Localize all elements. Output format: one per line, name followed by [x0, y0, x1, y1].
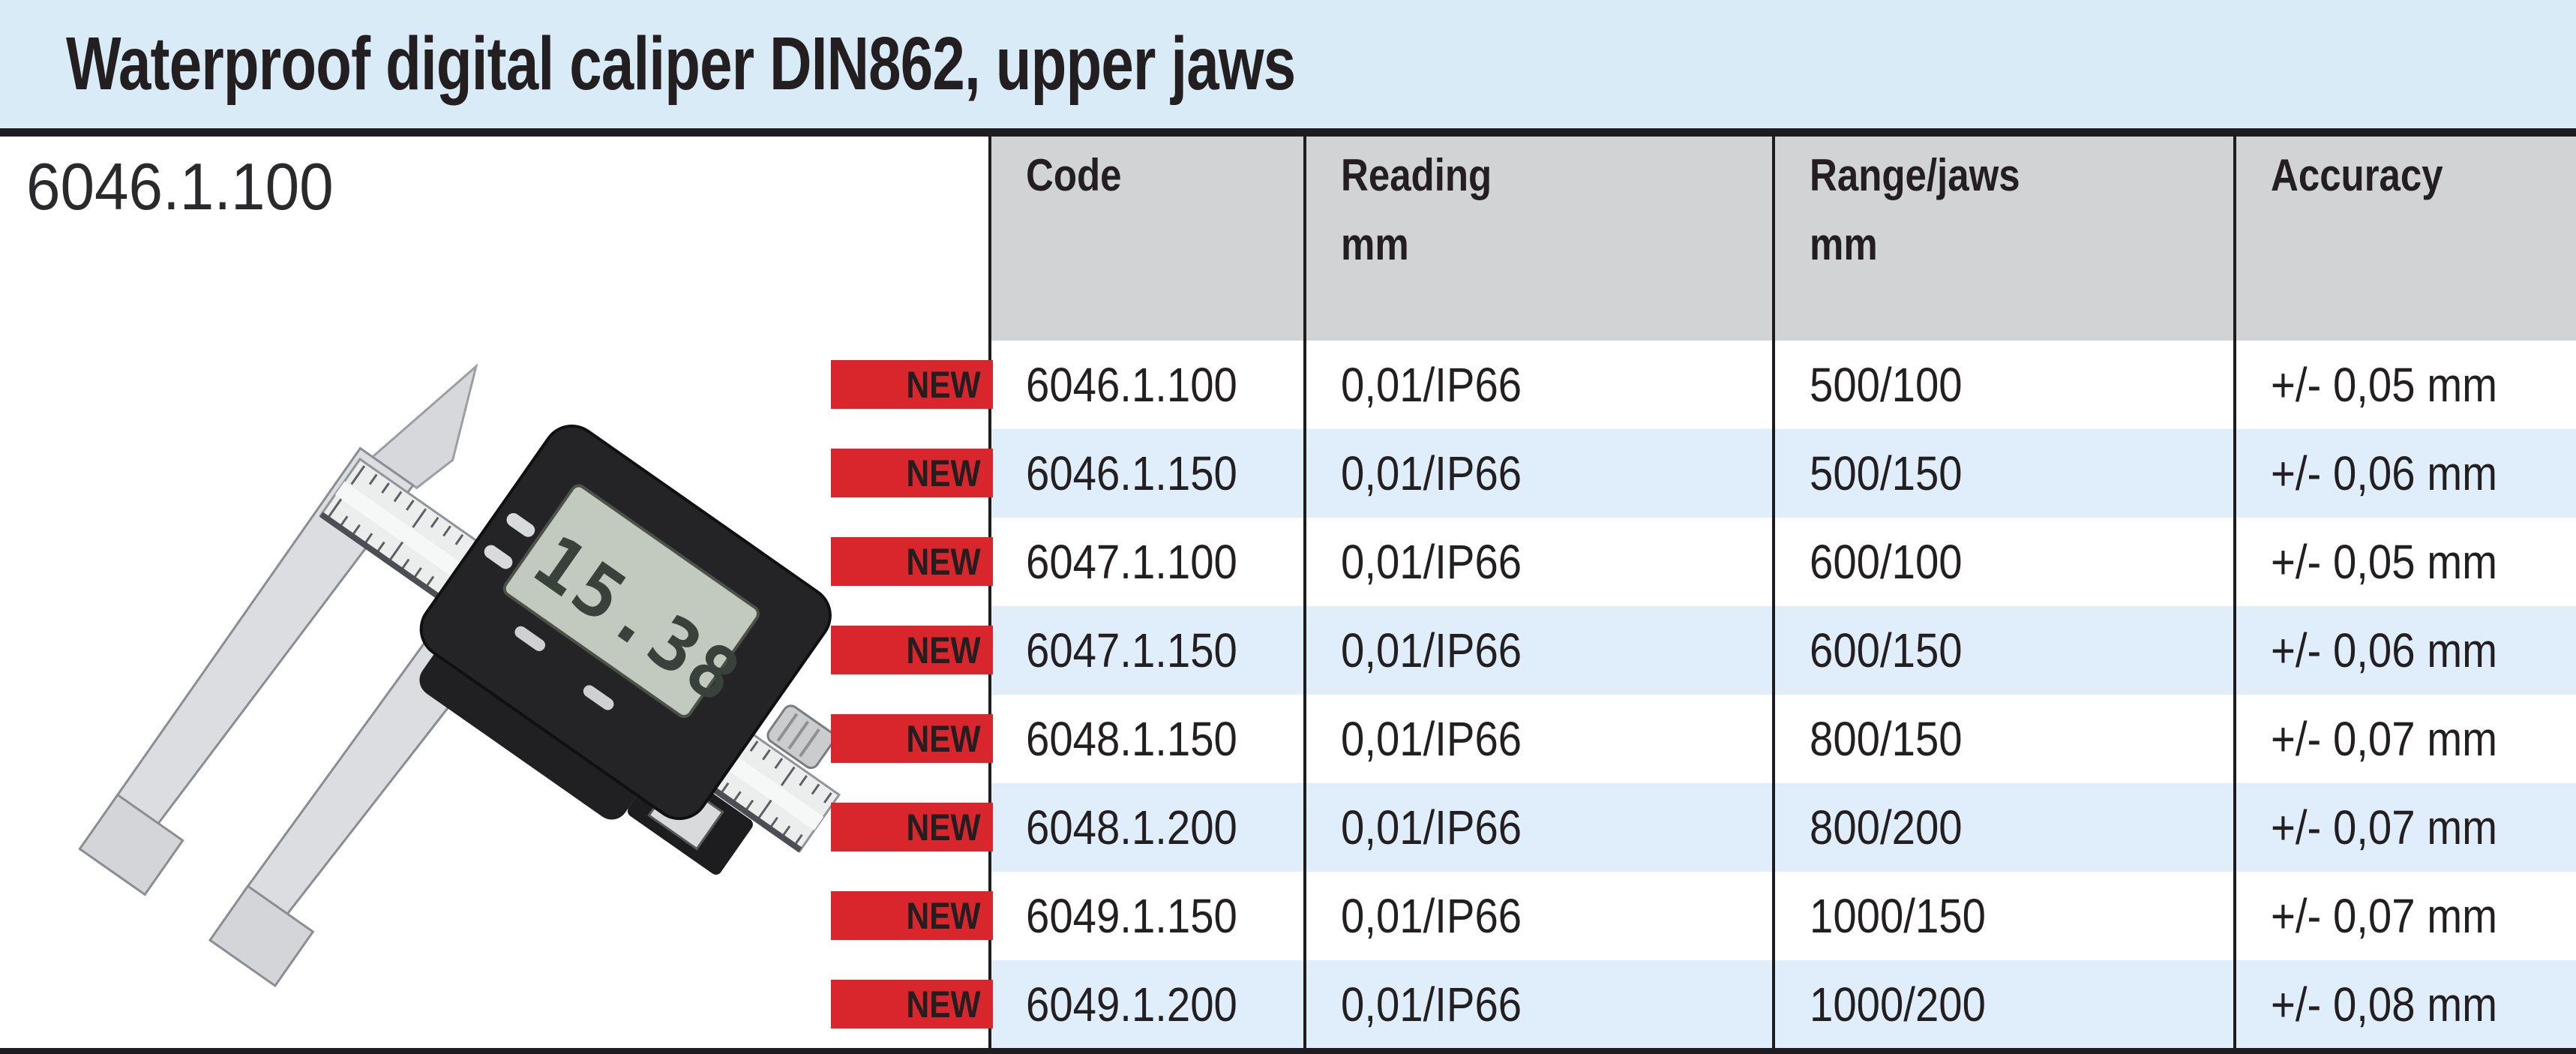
column-divider	[1303, 137, 1306, 1048]
cell-code: 6049.1.200	[1026, 977, 1237, 1031]
column-header-sub: mm	[1341, 219, 1409, 269]
table-row: NEW 6049.1.150 0,01/IP66 1000/150 +/- 0,…	[831, 872, 2576, 960]
cell-code: 6049.1.150	[1026, 889, 1237, 943]
footer-divider	[0, 1048, 2576, 1054]
cell-accuracy: +/- 0,07 mm	[2271, 712, 2498, 766]
cell-accuracy: +/- 0,06 mm	[2271, 623, 2498, 677]
table-row: NEW 6048.1.150 0,01/IP66 800/150 +/- 0,0…	[831, 695, 2576, 783]
product-photo: 15.38	[0, 137, 937, 1048]
new-badge: NEW	[831, 980, 993, 1028]
new-badge-label: NEW	[906, 629, 981, 671]
column-header-label: Code	[1026, 150, 1122, 200]
table-row: NEW 6046.1.150 0,01/IP66 500/150 +/- 0,0…	[831, 429, 2576, 518]
product-code: 6046.1.100	[26, 149, 334, 224]
caliper-button-icon	[506, 512, 535, 537]
cell-code: 6047.1.100	[1026, 535, 1237, 589]
cell-accuracy: +/- 0,07 mm	[2271, 889, 2498, 943]
cell-reading: 0,01/IP66	[1341, 623, 1522, 677]
cell-range-jaws: 1000/200	[1810, 977, 1986, 1031]
cell-code: 6048.1.200	[1026, 800, 1237, 854]
caliper-button-icon	[583, 685, 614, 710]
new-badge-label: NEW	[906, 717, 981, 760]
column-header-reading: Reading mm	[1305, 137, 1774, 341]
column-header-sub: mm	[1810, 219, 1878, 269]
cell-range-jaws: 800/150	[1810, 712, 1963, 766]
column-header-accuracy: Accuracy	[2235, 137, 2576, 341]
cell-reading: 0,01/IP66	[1341, 889, 1522, 943]
cell-accuracy: +/- 0,05 mm	[2271, 535, 2498, 589]
new-badge: NEW	[831, 537, 993, 586]
column-divider	[2233, 137, 2236, 1048]
new-badge: NEW	[831, 449, 993, 497]
cell-range-jaws: 500/100	[1810, 358, 1963, 412]
caliper-button-icon	[484, 545, 513, 569]
table-row: NEW 6046.1.100 0,01/IP66 500/100 +/- 0,0…	[831, 341, 2576, 429]
new-badge: NEW	[831, 803, 993, 851]
column-header-range-jaws: Range/jaws mm	[1774, 137, 2235, 341]
cell-reading: 0,01/IP66	[1341, 535, 1522, 589]
column-header-code: Code	[990, 137, 1305, 341]
new-badge: NEW	[831, 626, 993, 674]
cell-code: 6046.1.150	[1026, 446, 1237, 500]
table-body: NEW 6046.1.100 0,01/IP66 500/100 +/- 0,0…	[831, 341, 2576, 1049]
cell-range-jaws: 600/100	[1810, 535, 1963, 589]
cell-reading: 0,01/IP66	[1341, 358, 1522, 412]
new-badge: NEW	[831, 714, 993, 763]
cell-reading: 0,01/IP66	[1341, 712, 1522, 766]
table-row: NEW 6049.1.200 0,01/IP66 1000/200 +/- 0,…	[831, 960, 2576, 1049]
new-badge-label: NEW	[906, 806, 981, 848]
cell-range-jaws: 800/200	[1810, 800, 1963, 854]
caliper-lcd	[502, 484, 760, 719]
new-badge-label: NEW	[906, 540, 981, 583]
caliper-button-icon	[514, 626, 546, 651]
new-badge-label: NEW	[906, 894, 981, 937]
new-badge-label: NEW	[906, 452, 981, 494]
cell-accuracy: +/- 0,05 mm	[2271, 358, 2498, 412]
table-header: Code Reading mm Range/jaws mm Accuracy	[990, 137, 2576, 341]
new-badge: NEW	[831, 891, 993, 940]
table-row: NEW 6047.1.100 0,01/IP66 600/100 +/- 0,0…	[831, 518, 2576, 606]
page-title: Waterproof digital caliper DIN862, upper…	[66, 22, 1296, 106]
cell-code: 6046.1.100	[1026, 358, 1237, 412]
caliper-illustration: 15.38	[78, 363, 841, 988]
column-header-label: Accuracy	[2271, 150, 2443, 200]
cell-range-jaws: 600/150	[1810, 623, 1963, 677]
new-badge-label: NEW	[906, 983, 981, 1025]
cell-code: 6047.1.150	[1026, 623, 1237, 677]
cell-accuracy: +/- 0,07 mm	[2271, 800, 2498, 854]
caliper-fixed-jaw-foot	[78, 793, 184, 896]
column-header-label: Range/jaws	[1810, 150, 2020, 200]
cell-accuracy: +/- 0,08 mm	[2271, 977, 2498, 1031]
new-badge-label: NEW	[906, 363, 981, 406]
table-border-left	[988, 137, 991, 1048]
caliper-lock-screw	[766, 704, 835, 770]
header-divider	[0, 128, 2576, 137]
new-badge: NEW	[831, 360, 993, 409]
page-header: Waterproof digital caliper DIN862, upper…	[0, 0, 2576, 128]
cell-range-jaws: 1000/150	[1810, 889, 1986, 943]
column-header-label: Reading	[1341, 150, 1492, 200]
cell-accuracy: +/- 0,06 mm	[2271, 446, 2498, 500]
cell-range-jaws: 500/150	[1810, 446, 1963, 500]
caliper-lock-screw-knurl	[776, 713, 820, 758]
column-divider	[1772, 137, 1775, 1048]
cell-reading: 0,01/IP66	[1341, 800, 1522, 854]
table-row: NEW 6047.1.150 0,01/IP66 600/150 +/- 0,0…	[831, 606, 2576, 695]
caliper-movable-jaw-foot	[208, 884, 315, 988]
cell-reading: 0,01/IP66	[1341, 977, 1522, 1031]
table-row: NEW 6048.1.200 0,01/IP66 800/200 +/- 0,0…	[831, 783, 2576, 872]
cell-code: 6048.1.150	[1026, 712, 1237, 766]
cell-reading: 0,01/IP66	[1341, 446, 1522, 500]
